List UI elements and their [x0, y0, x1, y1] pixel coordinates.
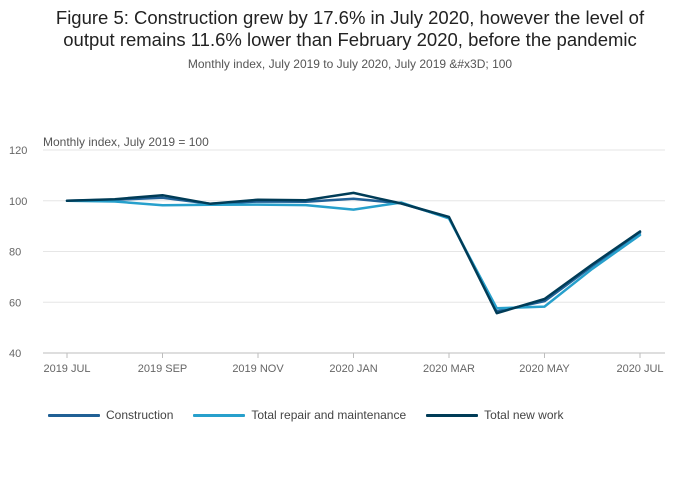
- legend-label: Total repair and maintenance: [251, 408, 407, 422]
- line-chart: Monthly index, July 2019 = 100 40 60 80 100 1…: [9, 135, 665, 375]
- chart-legend: Construction Total repair and maintenance…: [48, 408, 584, 422]
- x-tick-label: 2020 JAN: [329, 363, 377, 375]
- legend-item: Total new work: [426, 408, 564, 422]
- legend-item: Total repair and maintenance: [193, 408, 406, 422]
- legend-swatch: [48, 413, 100, 417]
- legend-label: Total new work: [484, 408, 564, 422]
- legend-item: Construction: [48, 408, 173, 422]
- y-tick-label: 120: [9, 145, 27, 157]
- series-line-3: [65, 191, 642, 315]
- x-tick-label: 2020 JUL: [616, 363, 663, 375]
- y-axis-title: Monthly index, July 2019 = 100: [43, 135, 209, 149]
- y-tick-label: 80: [9, 247, 21, 259]
- x-tick-label: 2020 MAR: [423, 363, 475, 375]
- x-tick-label: 2019 SEP: [138, 363, 188, 375]
- legend-label: Construction: [106, 408, 174, 422]
- chart-title-line-1: Figure 5: Construction grew by 17.6% in …: [55, 7, 645, 28]
- chart-title: Figure 5: Construction grew by 17.6% in …: [0, 7, 700, 51]
- x-tick-label: 2019 NOV: [232, 363, 284, 375]
- x-tick-label: 2020 MAY: [519, 363, 570, 375]
- x-tick-label: 2019 JUL: [43, 363, 90, 375]
- series-line-2: [65, 199, 642, 310]
- legend-swatch: [426, 413, 479, 417]
- legend-swatch: [193, 413, 246, 417]
- y-tick-label: 40: [9, 348, 21, 360]
- y-tick-label: 60: [9, 297, 21, 309]
- series-line-1: [65, 196, 642, 313]
- y-tick-label: 100: [9, 196, 27, 208]
- chart-subtitle: Monthly index, July 2019 to July 2020, J…: [187, 57, 513, 71]
- chart-title-line-2: output remains 11.6% lower than February…: [63, 29, 637, 50]
